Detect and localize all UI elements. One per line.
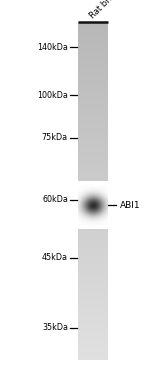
Text: 100kDa: 100kDa [37,90,68,99]
Text: Rat brain: Rat brain [88,0,121,20]
Text: 60kDa: 60kDa [42,196,68,205]
Text: 35kDa: 35kDa [42,324,68,333]
Text: 75kDa: 75kDa [42,134,68,142]
Text: ABI1: ABI1 [120,201,141,209]
Text: 140kDa: 140kDa [37,42,68,51]
Text: 45kDa: 45kDa [42,253,68,263]
